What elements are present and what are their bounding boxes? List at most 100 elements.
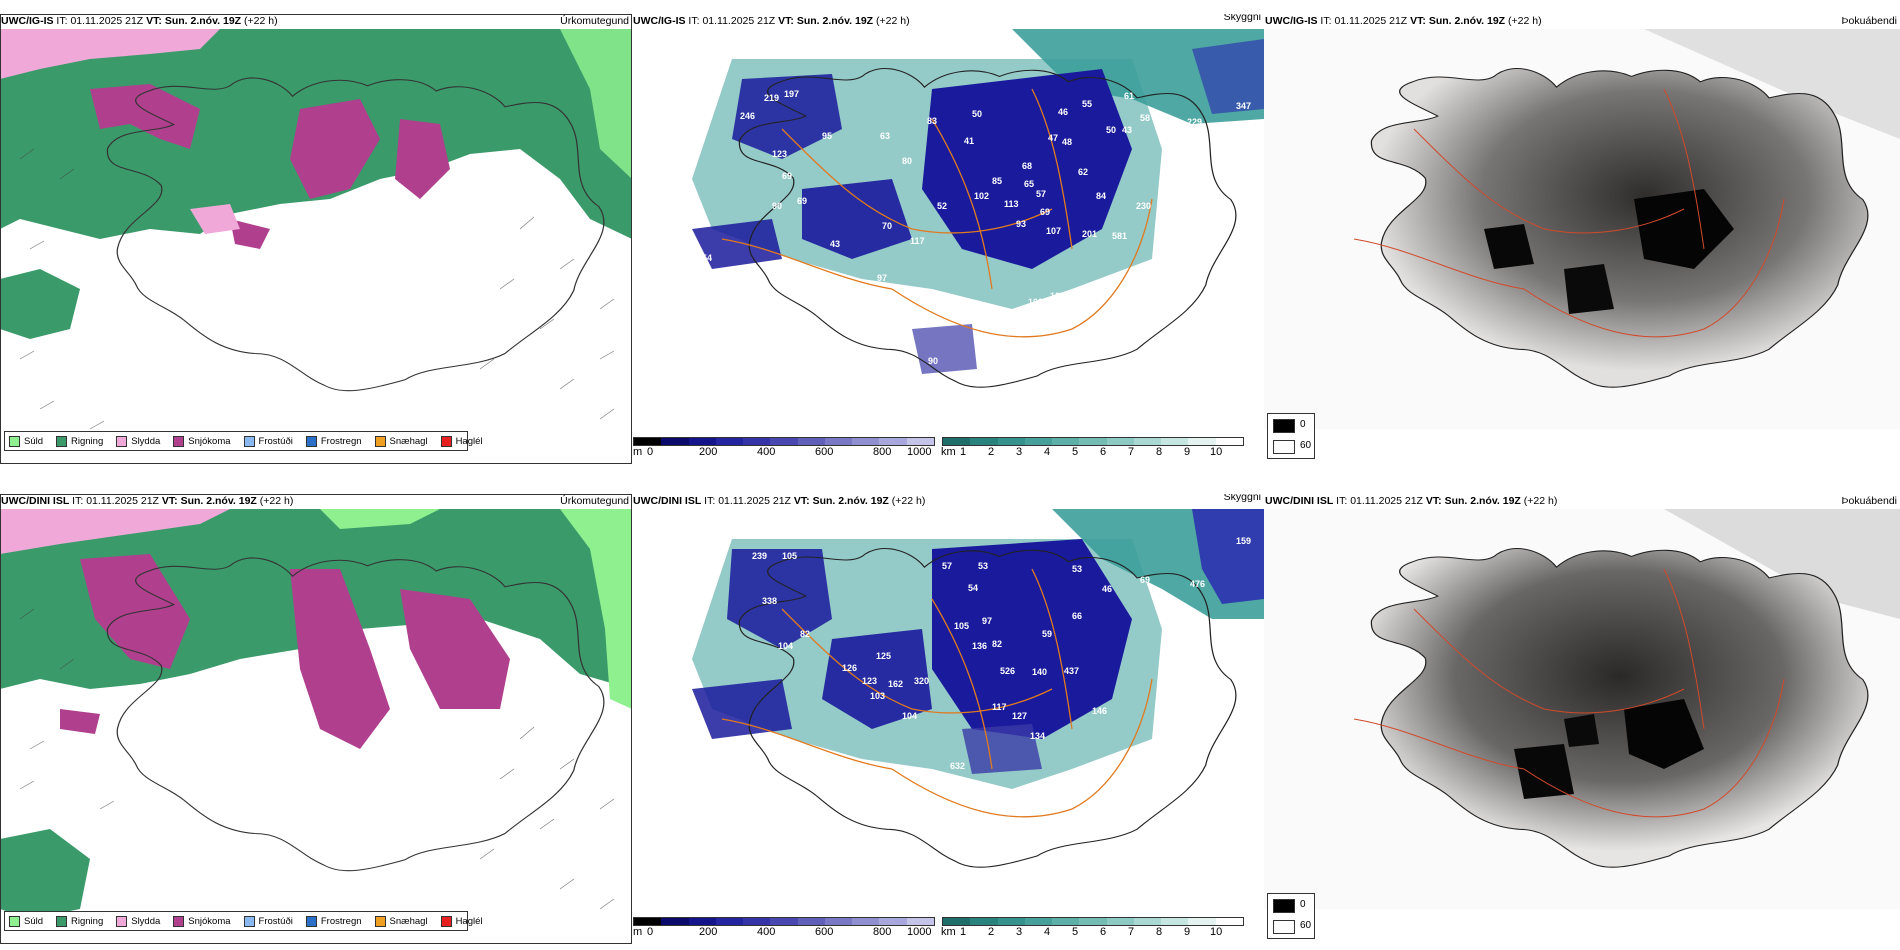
legend-item: Súld xyxy=(9,435,43,447)
visibility-colorbar: km 1 2 3 4 5 6 7 8 9 10 xyxy=(941,437,1244,461)
precip-legend: Súld Rigning Slydda Snjókoma Frostúði Fr… xyxy=(4,911,483,931)
svg-text:59: 59 xyxy=(1042,629,1052,639)
svg-text:53: 53 xyxy=(978,561,988,571)
svg-text:105: 105 xyxy=(782,551,797,561)
svg-text:105: 105 xyxy=(954,621,969,631)
panel-title: Þokuábendi xyxy=(1841,495,1897,507)
precip-legend: Súld Rigning Slydda Snjókoma Frostúði Fr… xyxy=(4,431,483,451)
svg-text:107: 107 xyxy=(1046,226,1061,236)
svg-text:632: 632 xyxy=(950,761,965,771)
svg-text:41: 41 xyxy=(964,136,974,146)
svg-text:47: 47 xyxy=(1048,133,1058,143)
ceiling-colorbar: m 0 200 400 600 800 1000 xyxy=(633,437,935,461)
ceiling-colorbar: m 0 200 400 600 800 1000 xyxy=(633,917,935,941)
svg-text:128: 128 xyxy=(910,803,925,813)
svg-text:230: 230 xyxy=(1136,201,1151,211)
svg-text:69: 69 xyxy=(797,196,807,206)
svg-text:476: 476 xyxy=(1190,579,1205,589)
svg-text:120: 120 xyxy=(928,777,943,787)
svg-text:100: 100 xyxy=(1028,297,1043,307)
svg-text:136: 136 xyxy=(972,641,987,651)
legend-item: Snjókoma xyxy=(173,915,231,927)
precip-map xyxy=(0,29,632,461)
svg-text:46: 46 xyxy=(1058,107,1068,117)
panel-header: UWC/IG-IS IT: 01.11.2025 21Z VT: Sun. 2.… xyxy=(632,14,1264,28)
legend-item: Slydda xyxy=(116,915,160,927)
svg-text:219: 219 xyxy=(764,93,779,103)
svg-text:239: 239 xyxy=(752,551,767,561)
svg-text:90: 90 xyxy=(928,356,938,366)
svg-text:117: 117 xyxy=(992,702,1007,712)
svg-text:83: 83 xyxy=(927,116,937,126)
svg-text:69: 69 xyxy=(1140,575,1150,585)
visibility-colorbar: km 1 2 3 4 5 6 7 8 9 10 xyxy=(941,917,1244,941)
svg-text:15: 15 xyxy=(1082,307,1092,317)
svg-text:66: 66 xyxy=(1072,611,1082,621)
panel-title: Þokuábendi xyxy=(1841,15,1897,27)
panel-header: UWC/DINI ISL IT: 01.11.2025 21Z VT: Sun.… xyxy=(1265,495,1897,507)
svg-text:123: 123 xyxy=(772,149,787,159)
svg-text:105: 105 xyxy=(1050,291,1065,301)
ceiling-visibility-panel-bottom: UWC/DINI ISL IT: 01.11.2025 21Z VT: Sun.… xyxy=(632,494,1264,944)
fog-index-panel-top: UWC/IG-IS IT: 01.11.2025 21Z VT: Sun. 2.… xyxy=(1264,14,1900,464)
precip-type-panel-bottom: UWC/DINI ISL IT: 01.11.2025 21Z VT: Sun.… xyxy=(0,494,632,944)
svg-text:126: 126 xyxy=(842,663,857,673)
svg-text:320: 320 xyxy=(914,676,929,686)
panel-header: UWC/IG-IS IT: 01.11.2025 21Z VT: Sun. 2.… xyxy=(1,15,629,27)
fog-index-panel-bottom: UWC/DINI ISL IT: 01.11.2025 21Z VT: Sun.… xyxy=(1264,494,1900,944)
svg-text:97: 97 xyxy=(982,616,992,626)
svg-text:43: 43 xyxy=(1122,125,1132,135)
svg-text:201: 201 xyxy=(1082,229,1097,239)
svg-text:85: 85 xyxy=(992,176,1002,186)
svg-text:58: 58 xyxy=(1140,113,1150,123)
svg-text:50: 50 xyxy=(1106,125,1116,135)
ceiling-visibility-panel-top: UWC/IG-IS IT: 01.11.2025 21Z VT: Sun. 2.… xyxy=(632,14,1264,464)
legend-item: Frostúði xyxy=(243,435,293,447)
legend-item: Haglél xyxy=(440,435,483,447)
svg-text:93: 93 xyxy=(1016,219,1026,229)
svg-text:134: 134 xyxy=(1030,731,1045,741)
legend-item: Snæhagl xyxy=(374,915,428,927)
svg-text:526: 526 xyxy=(1000,666,1015,676)
panel-header: UWC/IG-IS IT: 01.11.2025 21Z VT: Sun. 2.… xyxy=(1265,15,1897,27)
svg-text:46: 46 xyxy=(1102,584,1112,594)
legend-item: Snæhagl xyxy=(374,435,428,447)
legend-item: Rigning xyxy=(56,915,103,927)
panel-title: Úrkomutegund xyxy=(560,495,629,507)
precip-type-panel-top: UWC/IG-IS IT: 01.11.2025 21Z VT: Sun. 2.… xyxy=(0,14,632,464)
svg-text:82: 82 xyxy=(800,629,810,639)
svg-text:61: 61 xyxy=(1124,91,1134,101)
panel-title: Úrkomutegund xyxy=(560,15,629,27)
svg-text:55: 55 xyxy=(1082,99,1092,109)
svg-text:53: 53 xyxy=(1072,564,1082,574)
svg-text:57: 57 xyxy=(942,561,952,571)
svg-text:127: 127 xyxy=(1012,711,1027,721)
legend-item: Frostregn xyxy=(305,435,362,447)
legend-item: Snjókoma xyxy=(173,435,231,447)
svg-text:90: 90 xyxy=(772,201,782,211)
svg-text:82: 82 xyxy=(992,639,1002,649)
panel-title: Skyggni xyxy=(1223,14,1261,23)
svg-text:57: 57 xyxy=(1036,189,1046,199)
svg-text:347: 347 xyxy=(1236,101,1251,111)
svg-text:102: 102 xyxy=(974,191,989,201)
svg-text:52: 52 xyxy=(937,201,947,211)
svg-text:159: 159 xyxy=(1236,536,1251,546)
svg-text:62: 62 xyxy=(1078,167,1088,177)
svg-text:95: 95 xyxy=(822,131,832,141)
fog-map xyxy=(1264,509,1900,909)
svg-text:581: 581 xyxy=(1112,231,1127,241)
svg-text:63: 63 xyxy=(880,131,890,141)
svg-text:54: 54 xyxy=(968,583,978,593)
svg-text:80: 80 xyxy=(902,156,912,166)
svg-text:125: 125 xyxy=(876,651,891,661)
svg-text:146: 146 xyxy=(1092,706,1107,716)
svg-text:162: 162 xyxy=(888,679,903,689)
ceiling-map: 239 105 338 82 104 126 125 123 162 103 1… xyxy=(632,509,1264,909)
svg-text:68: 68 xyxy=(1022,161,1032,171)
legend-item: Súld xyxy=(9,915,43,927)
svg-text:123: 123 xyxy=(862,676,877,686)
panel-title: Skyggni xyxy=(1223,494,1261,503)
svg-text:104: 104 xyxy=(778,641,793,651)
svg-text:338: 338 xyxy=(762,596,777,606)
